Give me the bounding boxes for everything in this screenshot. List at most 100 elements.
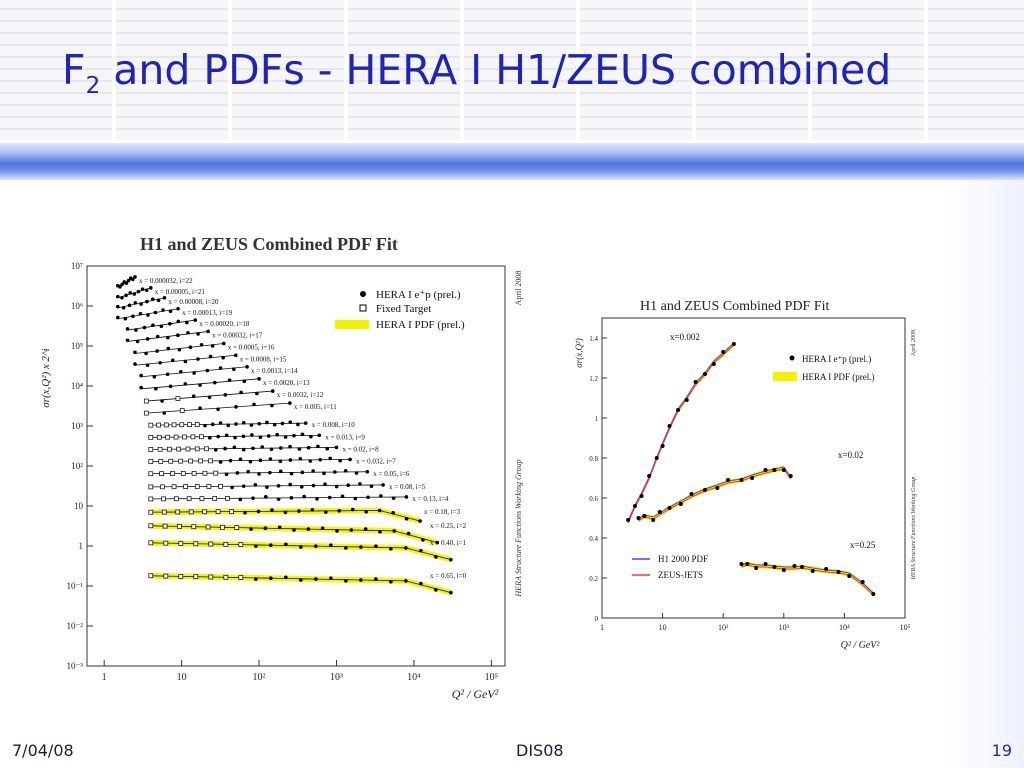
data-point xyxy=(715,486,720,490)
data-point xyxy=(155,334,160,339)
data-point xyxy=(116,315,120,320)
data-point xyxy=(132,292,137,296)
fixed-target-point xyxy=(225,496,230,501)
data-point xyxy=(763,468,768,472)
data-point xyxy=(241,434,246,439)
fixed-target-point xyxy=(188,458,194,464)
data-point xyxy=(871,592,876,596)
data-point xyxy=(309,434,313,439)
y-tick-label: 10⁷ xyxy=(71,261,83,271)
fixed-target-point xyxy=(175,509,181,515)
fixed-target-point xyxy=(180,471,186,476)
data-point xyxy=(207,395,212,400)
data-point xyxy=(353,496,358,501)
series-label: x=0.002 xyxy=(670,332,700,342)
data-point xyxy=(216,434,221,439)
side-label-group: HERA Structure Functions Working Group xyxy=(911,477,917,581)
series-i9: x = 0.013, i=9 xyxy=(148,432,365,441)
fixed-target-point xyxy=(199,496,205,501)
data-point xyxy=(232,445,237,450)
fixed-target-point xyxy=(202,509,208,515)
x-tick-label: 10² xyxy=(718,623,729,632)
y-axis-label: σr(x,Q²) x 2^i xyxy=(40,348,52,408)
data-point xyxy=(149,286,153,290)
data-point xyxy=(183,382,188,386)
data-point xyxy=(268,457,273,461)
data-point xyxy=(213,448,218,452)
series-i10: x = 0.008, i=10 xyxy=(148,420,355,429)
bin-label: x = 0.00013, i=19 xyxy=(182,309,233,317)
fixed-target-point xyxy=(148,496,154,502)
data-point xyxy=(651,518,656,522)
data-point xyxy=(836,570,841,574)
data-point xyxy=(317,433,322,438)
fixed-target-point xyxy=(156,422,161,428)
data-point xyxy=(135,339,140,344)
fixed-target-point xyxy=(162,523,168,529)
data-point xyxy=(131,277,135,282)
data-point xyxy=(145,299,149,304)
fixed-target-point xyxy=(223,541,229,547)
page-number: 19 xyxy=(991,741,1012,760)
series-i1: x = 0.40, i=1 xyxy=(148,539,467,563)
fixed-target-point xyxy=(178,574,184,579)
data-point xyxy=(288,444,292,449)
data-point xyxy=(278,446,283,450)
series-i17: x = 0.00032, i=17 xyxy=(125,329,263,344)
plot-frame xyxy=(601,317,906,619)
data-point xyxy=(296,422,300,427)
data-point xyxy=(323,482,327,487)
x-tick-label: 1 xyxy=(102,672,107,683)
h1-curve xyxy=(627,342,735,522)
data-point xyxy=(203,423,207,428)
data-point xyxy=(177,347,182,352)
bin-label: x = 0.13, i=4 xyxy=(412,495,449,503)
data-point xyxy=(145,337,150,341)
data-point xyxy=(689,492,694,496)
h1-curve xyxy=(638,466,792,520)
data-point xyxy=(754,566,759,570)
data-point xyxy=(170,358,175,363)
fixed-target-point xyxy=(215,509,221,515)
data-point xyxy=(421,538,425,542)
series-i19: x = 0.00013, i=19 xyxy=(116,306,233,321)
data-point xyxy=(166,346,171,351)
data-point xyxy=(642,514,647,518)
legend-marker-fixed xyxy=(359,304,367,312)
combined-pdf-fit-figure: H1 and ZEUS Combined PDF Fit 10⁻³ 10⁻² 10⁻¹… xyxy=(35,228,535,708)
data-point xyxy=(162,296,167,300)
data-point xyxy=(134,328,138,332)
data-point xyxy=(365,469,370,474)
data-point xyxy=(306,527,311,531)
data-point xyxy=(232,367,236,372)
fixed-target-point xyxy=(208,541,214,547)
data-point xyxy=(739,478,744,482)
data-point xyxy=(289,471,294,476)
data-point xyxy=(140,287,145,291)
data-point xyxy=(300,432,305,437)
data-point xyxy=(381,483,385,487)
data-point xyxy=(186,330,190,335)
data-point xyxy=(419,581,423,586)
data-point xyxy=(139,373,143,378)
data-point xyxy=(404,579,408,583)
data-point xyxy=(334,445,339,450)
data-point xyxy=(145,363,150,368)
data-point xyxy=(657,510,662,514)
data-point xyxy=(366,495,370,500)
data-point xyxy=(184,320,189,325)
data-point xyxy=(434,555,438,559)
fixed-target-point xyxy=(218,483,223,489)
data-point xyxy=(322,471,326,476)
data-point xyxy=(208,354,213,359)
data-point xyxy=(152,374,157,379)
data-point xyxy=(363,527,368,531)
data-point xyxy=(272,422,277,427)
fixed-target-point xyxy=(171,422,177,428)
data-point xyxy=(246,469,251,474)
data-point xyxy=(221,341,226,346)
fixed-target-point xyxy=(161,496,166,502)
data-point xyxy=(257,421,262,426)
data-point xyxy=(198,383,202,387)
chart-right: H1 and ZEUS Combined PDF Fit 0 0.2 0.4 0.6 0.… xyxy=(574,299,917,651)
